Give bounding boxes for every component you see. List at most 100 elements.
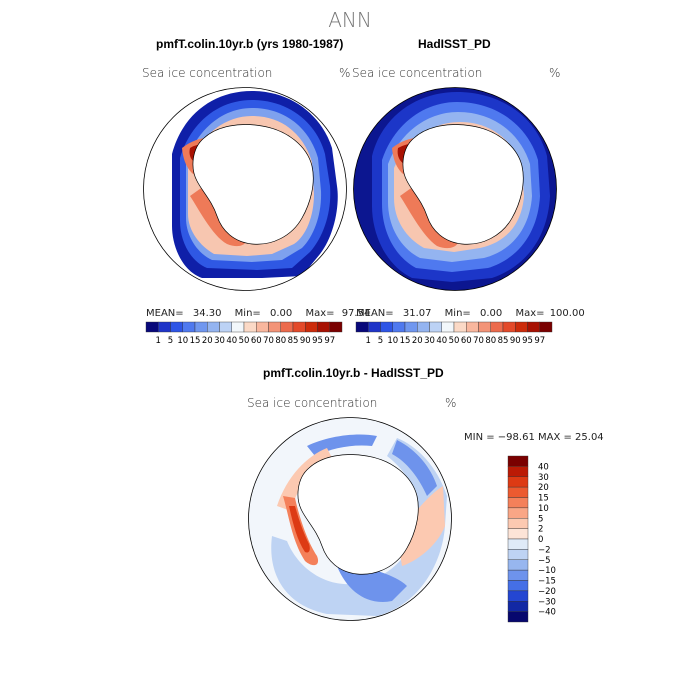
panel3-colorbar-tick-label: −10 xyxy=(538,566,556,576)
panel1-colorbar-tick-label: 60 xyxy=(251,336,262,346)
panel2-colorbar-tick-label: 15 xyxy=(400,336,411,346)
panel1-title: pmfT.colin.10yr.b (yrs 1980-1987) xyxy=(156,37,344,51)
panel1-colorbar-swatch xyxy=(219,321,232,333)
panel2-colorbar: 1 5 10 15 20 30 40 50 60 70 80 85 90 95 97 xyxy=(355,321,553,346)
panel3-difference-field xyxy=(248,417,452,621)
panel1-colorbar-tick-label: 30 xyxy=(214,336,225,346)
panel2-colorbar-tick-label: 1 xyxy=(366,336,371,346)
panel2-colorbar-tick-label: 97 xyxy=(534,336,545,346)
panel3-colorbar-tick-label: 5 xyxy=(538,514,543,524)
panel1-colorbar-swatch xyxy=(256,321,269,333)
panel2-colorbar-tick-label: 20 xyxy=(412,336,423,346)
panel3-colorbar-tick-label: 15 xyxy=(538,494,549,504)
panel2-colorbar-swatch xyxy=(380,321,393,333)
panel2-title: HadISST_PD xyxy=(418,37,491,51)
panel2-colorbar-swatch xyxy=(368,321,381,333)
panel1-colorbar-tick-label: 15 xyxy=(190,336,201,346)
panel1-colorbar-tick-label: 50 xyxy=(239,336,250,346)
panel1-colorbar-tick-label: 85 xyxy=(288,336,299,346)
panel3-colorbar-swatch xyxy=(507,486,529,498)
panel1-colorbar-swatch xyxy=(268,321,281,333)
panel2-colorbar-tick-label: 70 xyxy=(473,336,484,346)
panel2-colorbar-tick-label: 90 xyxy=(510,336,521,346)
panel3-colorbar-swatch xyxy=(507,507,529,519)
panel2-colorbar-tick-label: 95 xyxy=(522,336,533,346)
panel3-colorbar-tick-label: 2 xyxy=(538,525,543,535)
panel1-colorbar-tick-label: 1 xyxy=(156,336,161,346)
panel3-colorbar-swatch xyxy=(507,559,529,571)
panel1-colorbar-swatch xyxy=(243,321,257,333)
panel2-colorbar-tick-label: 10 xyxy=(387,336,398,346)
panel3-colorbar-tick-label: 30 xyxy=(538,473,549,483)
panel1-stats: MEAN= 34.30 Min= 0.00 Max= 97.54 xyxy=(146,308,371,319)
panel1-colorbar-swatch xyxy=(280,321,294,333)
panel2-colorbar-swatch xyxy=(355,321,369,333)
panel1-unit-label: % xyxy=(339,66,351,80)
panel1-colorbar-tick-label: 97 xyxy=(324,336,335,346)
panel3-colorbar-swatch xyxy=(507,518,529,529)
panel3-colorbar-tick-label: −15 xyxy=(538,577,556,587)
panel1-colorbar: 1 5 10 15 20 30 40 50 60 70 80 85 90 95 97 xyxy=(145,321,343,346)
panel2-colorbar-tick-label: 5 xyxy=(378,336,383,346)
panel1-colorbar-tick-label: 90 xyxy=(300,336,311,346)
panel2-sea-ice-field xyxy=(353,87,557,291)
panel2-colorbar-tick-label: 60 xyxy=(461,336,472,346)
panel3-colorbar-swatch xyxy=(507,590,529,602)
panel3-colorbar-tick-label: −40 xyxy=(538,608,556,618)
panel1-map xyxy=(143,87,347,291)
panel2-colorbar-swatch xyxy=(502,321,516,333)
panel3-colorbar-swatch xyxy=(507,476,529,488)
panel3-colorbar-tick-label: 20 xyxy=(538,483,549,493)
panel2-colorbar-swatch xyxy=(392,321,406,333)
figure-title: ANN xyxy=(328,8,372,32)
panel1-colorbar-swatch xyxy=(170,321,183,333)
panel3-min-max: MIN = −98.61 MAX = 25.04 xyxy=(464,432,604,443)
panel3-colorbar-swatch xyxy=(507,601,529,612)
panel3-colorbar-tick-label: 0 xyxy=(538,535,543,545)
panel3-colorbar-swatch xyxy=(507,538,529,550)
panel2-colorbar-tick-label: 40 xyxy=(436,336,447,346)
panel2-unit-label: % xyxy=(549,66,561,80)
panel1-colorbar-swatch xyxy=(305,321,318,333)
panel3-map xyxy=(248,417,452,621)
panel3-colorbar-swatch xyxy=(507,528,529,540)
panel1-colorbar-swatch xyxy=(207,321,220,333)
panel1-colorbar-swatch xyxy=(182,321,196,333)
panel3-colorbar-tick-label: −2 xyxy=(538,545,551,555)
panel2-colorbar-swatch xyxy=(515,321,528,333)
panel3-colorbar-swatch xyxy=(507,580,529,592)
panel3-colorbar-swatch xyxy=(507,549,529,560)
panel1-colorbar-tick-label: 10 xyxy=(177,336,188,346)
panel1-colorbar-tick-label: 40 xyxy=(226,336,237,346)
panel2-colorbar-swatch xyxy=(527,321,540,333)
panel2-colorbar-tick-label: 30 xyxy=(424,336,435,346)
panel1-colorbar-tick-label: 80 xyxy=(275,336,286,346)
panel3-colorbar-swatch xyxy=(507,466,529,477)
panel3-colorbar-swatch xyxy=(507,569,529,581)
panel1-colorbar-swatch xyxy=(329,321,343,333)
panel1-colorbar-swatch xyxy=(158,321,171,333)
panel3-colorbar-swatch xyxy=(507,455,529,467)
panel1-colorbar-swatch xyxy=(194,321,208,333)
panel2-map xyxy=(353,87,557,291)
panel3-colorbar-tick-label: −5 xyxy=(538,556,551,566)
panel2-colorbar-tick-label: 85 xyxy=(498,336,509,346)
panel1-colorbar-swatch xyxy=(145,321,159,333)
panel1-colorbar-tick-label: 95 xyxy=(312,336,323,346)
panel3-colorbar-tick-label: 40 xyxy=(538,462,549,472)
panel3-colorbar-tick-label: −20 xyxy=(538,587,556,597)
panel1-colorbar-swatch xyxy=(231,321,245,333)
panel2-colorbar-swatch xyxy=(466,321,479,333)
panel2-colorbar-tick-label: 50 xyxy=(449,336,460,346)
panel3-unit-label: % xyxy=(445,396,457,410)
panel3-colorbar-tick-label: −30 xyxy=(538,597,556,607)
panel2-colorbar-swatch xyxy=(441,321,455,333)
panel2-colorbar-swatch xyxy=(478,321,491,333)
panel3-variable-label: Sea ice concentration xyxy=(247,396,378,410)
panel2-colorbar-swatch xyxy=(539,321,553,333)
panel1-colorbar-swatch xyxy=(292,321,306,333)
panel1-colorbar-swatch xyxy=(317,321,330,333)
panel2-colorbar-tick-label: 80 xyxy=(485,336,496,346)
panel2-colorbar-swatch xyxy=(404,321,418,333)
